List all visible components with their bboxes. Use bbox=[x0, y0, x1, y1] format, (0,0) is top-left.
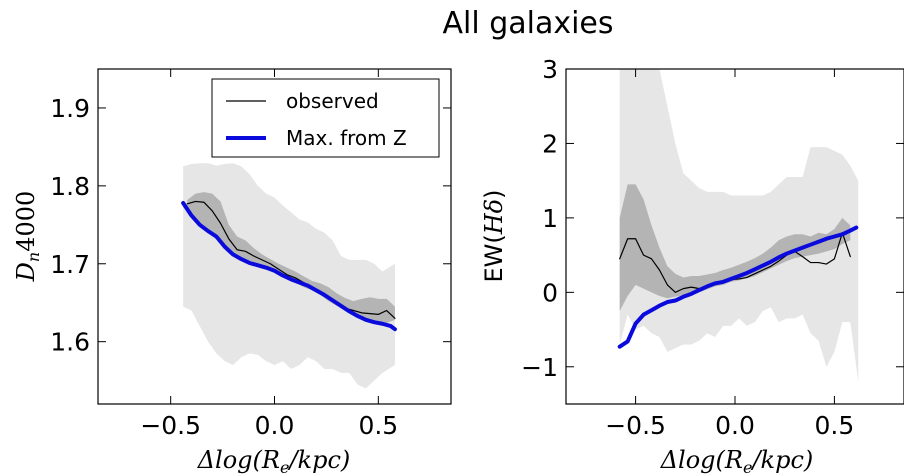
x-tick-label: −0.5 bbox=[605, 411, 666, 440]
series-lines bbox=[181, 200, 397, 332]
axis-ticks: −0.5 0.0 0.5 −1 0 1 2 3 bbox=[521, 55, 904, 440]
x-tick-label: 0.0 bbox=[715, 411, 755, 440]
legend-box bbox=[211, 78, 440, 158]
y-tick-label: −1 bbox=[521, 353, 558, 382]
series-line-max-from-z bbox=[181, 201, 397, 332]
y-tick-label: 3 bbox=[542, 55, 558, 84]
y-axis-label: Dn4000 bbox=[12, 191, 43, 283]
y-tick-label: 2 bbox=[542, 129, 558, 158]
y-tick-label: 1.6 bbox=[50, 328, 90, 357]
y-tick-label: 1.9 bbox=[50, 94, 90, 123]
chart-panel-ew-hdelta: −0.5 0.0 0.5 −1 0 1 2 3 Δlog(Re/kpc) EW(Hδ) bbox=[480, 55, 904, 474]
percentile-bands bbox=[619, 69, 859, 382]
y-axis-label: EW(Hδ) bbox=[480, 189, 508, 282]
x-tick-label: 0.0 bbox=[255, 411, 295, 440]
outer-percentile-band bbox=[619, 69, 859, 382]
legend-label-observed: observed bbox=[286, 89, 379, 113]
y-tick-label: 1.8 bbox=[50, 172, 90, 201]
y-tick-label: 1 bbox=[542, 204, 558, 233]
series-line-observed bbox=[186, 200, 396, 319]
x-tick-label: 0.5 bbox=[815, 411, 855, 440]
chart-panel-dn4000: −0.5 0.0 0.5 1.6 1.7 1.8 1.9 Δlog(Re/kpc) Dn40… bbox=[12, 68, 452, 474]
legend: observed Max. from Z bbox=[211, 78, 440, 158]
axis-ticks: −0.5 0.0 0.5 1.6 1.7 1.8 1.9 bbox=[50, 69, 451, 440]
inner-percentile-band bbox=[187, 192, 395, 323]
series-lines bbox=[617, 225, 859, 349]
x-axis-label: Δlog(Re/kpc) bbox=[197, 446, 351, 474]
inner-percentile-band bbox=[619, 184, 851, 311]
legend-label-max-from-z: Max. from Z bbox=[286, 126, 407, 150]
y-tick-label: 1.7 bbox=[50, 250, 90, 279]
series-line-max-from-z bbox=[617, 225, 859, 349]
y-tick-label: 0 bbox=[542, 278, 558, 307]
figure-title: All galaxies bbox=[442, 6, 613, 41]
x-tick-label: −0.5 bbox=[140, 411, 201, 440]
x-axis-label: Δlog(Re/kpc) bbox=[660, 446, 814, 474]
x-tick-label: 0.5 bbox=[358, 411, 398, 440]
